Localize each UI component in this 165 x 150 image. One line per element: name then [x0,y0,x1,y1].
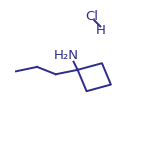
Text: H₂N: H₂N [54,49,79,62]
Text: Cl: Cl [85,10,98,23]
Text: H: H [96,24,106,37]
